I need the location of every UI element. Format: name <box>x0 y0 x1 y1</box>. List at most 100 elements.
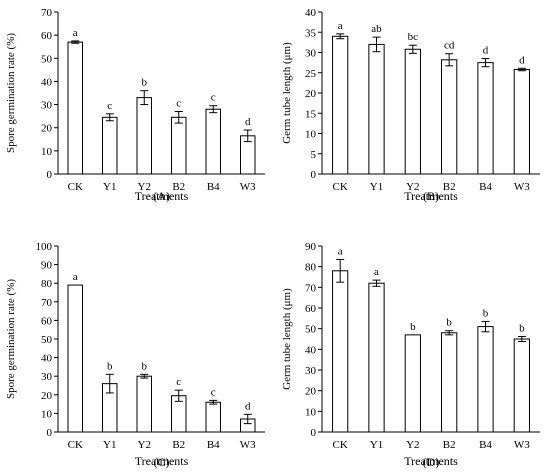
x-tick-label: Y2 <box>406 181 419 193</box>
bar-ck <box>67 41 83 175</box>
y-tick-label: 20 <box>41 123 53 135</box>
bar-y2 <box>136 375 152 433</box>
x-tick-label: B2 <box>443 181 456 193</box>
significance-letter: c <box>107 100 112 112</box>
x-axis-title: Treatments <box>404 189 458 203</box>
bar-b2 <box>441 59 458 175</box>
bar-w3 <box>513 69 530 175</box>
chart-panel-3: 0 10 20 30 40 50 60 70 80 90 100 a CK b Y1 b Y2 c B2 c B4 d W3… <box>5 241 265 469</box>
significance-letter: bc <box>408 31 419 43</box>
y-tick-label: 80 <box>41 278 53 290</box>
bar-w3 <box>513 338 530 433</box>
significance-letter: b <box>142 77 148 89</box>
x-tick-label: Y1 <box>103 181 116 193</box>
x-tick-label: W3 <box>514 439 530 451</box>
y-tick-label: 10 <box>41 408 53 420</box>
bar-ck <box>332 270 349 433</box>
significance-letter: d <box>483 45 489 57</box>
y-tick-label: 40 <box>41 353 53 365</box>
bar-ck <box>332 35 349 175</box>
y-tick-label: 10 <box>41 146 53 158</box>
x-axis-title: Treatments <box>135 189 189 203</box>
significance-letter: a <box>338 20 343 32</box>
significance-letter: c <box>176 376 181 388</box>
significance-letter: c <box>211 386 216 398</box>
y-axis-title: Spore germination rate (%) <box>5 33 17 153</box>
chart-panel-4: 0 10 20 30 40 50 60 70 80 90 a CK a Y1 b Y2 b B2 b B4 b W3 Tre… <box>281 241 540 469</box>
y-tick-label: 30 <box>305 365 317 377</box>
chart-panel-2: 0 5 10 15 20 25 30 35 40 a CK ab Y1 bc Y2 cd B2 d B4 d W3 Tre… <box>281 7 540 203</box>
y-tick-label: 50 <box>41 334 53 346</box>
bar-b4 <box>477 326 494 433</box>
bar-y1 <box>368 282 385 433</box>
panel-label: (C) <box>154 455 170 469</box>
chart-panel-1: 0 10 20 30 40 50 60 70 a CK c Y1 b Y2 c B2 c B4 d W3 Treatme… <box>5 7 265 203</box>
y-tick-label: 35 <box>305 27 317 39</box>
x-tick-label: B4 <box>479 181 492 193</box>
bar-y2 <box>404 334 421 433</box>
x-tick-label: Y2 <box>138 181 151 193</box>
significance-letter: a <box>338 245 343 257</box>
significance-letter: b <box>519 323 525 335</box>
y-tick-label: 80 <box>305 262 317 274</box>
y-tick-label: 15 <box>305 108 317 120</box>
y-tick-label: 70 <box>41 7 53 19</box>
y-tick-label: 30 <box>41 371 53 383</box>
x-tick-label: W3 <box>514 181 530 193</box>
significance-letter: ab <box>371 23 382 35</box>
y-tick-label: 10 <box>305 129 317 141</box>
y-tick-label: 20 <box>305 88 317 100</box>
x-tick-label: B2 <box>443 439 456 451</box>
significance-letter: b <box>142 360 148 372</box>
x-axis-title: Treatments <box>404 454 458 468</box>
y-tick-label: 100 <box>36 241 53 253</box>
x-tick-label: B2 <box>172 181 185 193</box>
significance-letter: a <box>374 266 379 278</box>
y-axis-title: Germ tube length (μm) <box>281 288 293 390</box>
y-tick-label: 30 <box>305 48 317 60</box>
x-tick-label: Y1 <box>370 439 383 451</box>
y-axis-title: Germ tube length (μm) <box>281 42 293 144</box>
y-tick-label: 20 <box>305 386 317 398</box>
x-tick-label: B4 <box>207 181 220 193</box>
significance-letter: b <box>446 317 452 329</box>
bar-y1 <box>368 43 385 175</box>
bar-y2 <box>136 97 152 175</box>
panel-label: (A) <box>153 189 170 203</box>
bar-y2 <box>404 48 421 175</box>
y-tick-label: 40 <box>41 76 53 88</box>
y-tick-label: 0 <box>311 427 317 439</box>
y-tick-label: 60 <box>305 303 317 315</box>
y-tick-label: 50 <box>305 324 317 336</box>
y-tick-label: 70 <box>41 297 53 309</box>
panel-label: (B) <box>423 189 439 203</box>
bar-b2 <box>441 332 458 433</box>
x-tick-label: CK <box>333 439 348 451</box>
y-tick-label: 0 <box>47 169 53 181</box>
x-tick-label: W3 <box>240 439 256 451</box>
significance-letter: b <box>107 360 113 372</box>
x-tick-label: CK <box>333 181 348 193</box>
significance-letter: cd <box>444 40 455 52</box>
significance-letter: d <box>245 400 251 412</box>
y-tick-label: 60 <box>41 315 53 327</box>
significance-letter: c <box>176 98 181 110</box>
significance-letter: b <box>483 307 489 319</box>
x-tick-label: Y2 <box>406 439 419 451</box>
bar-b2 <box>171 116 187 175</box>
bar-y1 <box>102 116 118 175</box>
y-tick-label: 0 <box>311 169 317 181</box>
y-tick-label: 0 <box>47 427 53 439</box>
bar-b4 <box>205 108 221 175</box>
y-tick-label: 30 <box>41 100 53 112</box>
x-tick-label: B2 <box>172 439 185 451</box>
x-tick-label: Y2 <box>138 439 151 451</box>
bar-b4 <box>205 401 221 433</box>
y-tick-label: 10 <box>305 406 317 418</box>
y-tick-label: 90 <box>305 241 317 253</box>
significance-letter: d <box>519 54 525 66</box>
significance-letter: c <box>211 92 216 104</box>
x-tick-label: CK <box>68 181 83 193</box>
x-tick-label: Y1 <box>103 439 116 451</box>
